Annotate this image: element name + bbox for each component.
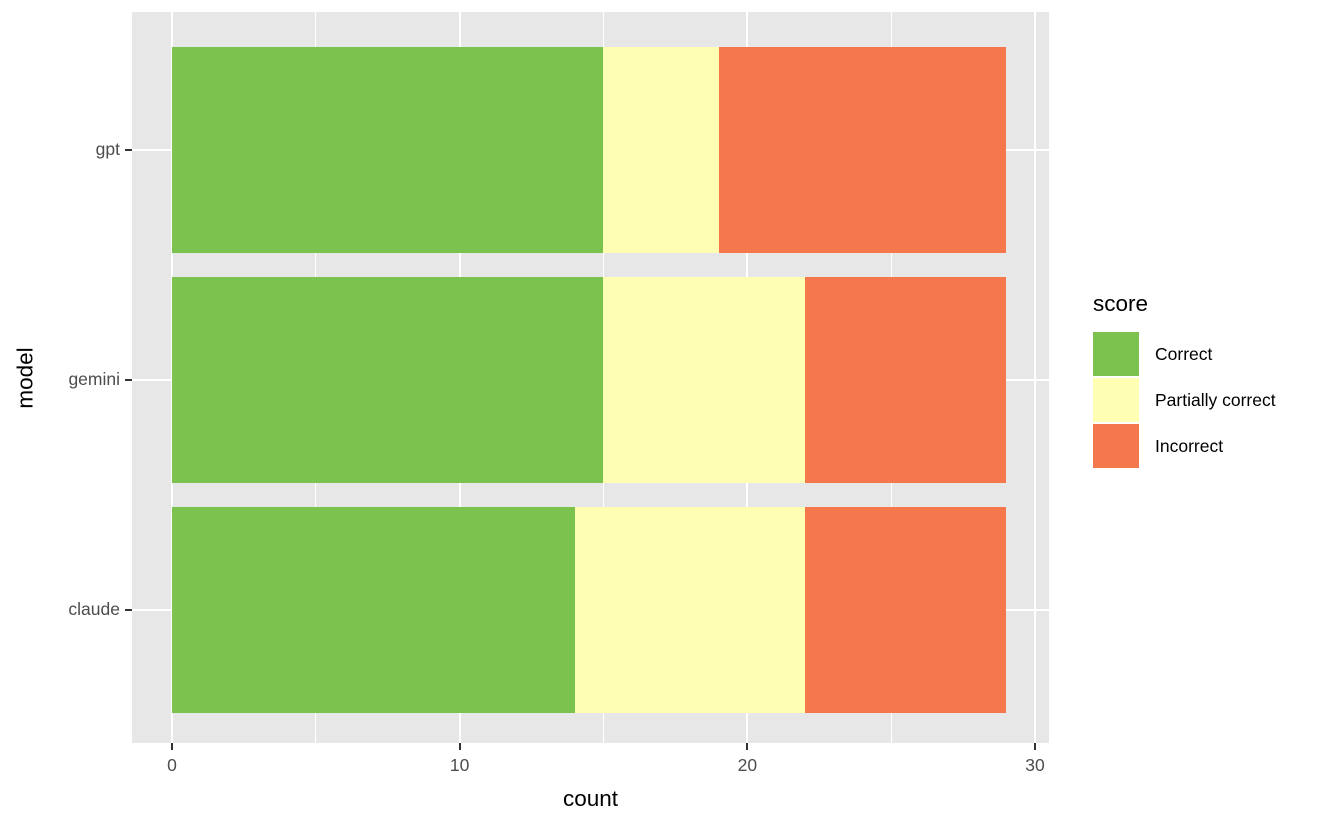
- x-axis-title: count: [562, 786, 619, 811]
- bar-segment-claude-partially-correct: [574, 507, 805, 713]
- legend: score Correct Partially correct Incorrect: [1093, 291, 1338, 470]
- bar-segment-gpt-partially-correct: [603, 47, 719, 253]
- legend-entry: Partially correct: [1093, 378, 1338, 422]
- bar-segment-gpt-correct: [172, 47, 604, 253]
- legend-entry: Correct: [1093, 332, 1338, 376]
- y-axis-tick-label: claude: [68, 599, 120, 619]
- legend-entries: Correct Partially correct Incorrect: [1093, 332, 1338, 468]
- x-axis-tick-label: 30: [1025, 755, 1045, 775]
- plot-panel: [132, 12, 1049, 743]
- legend-key-swatch: [1093, 332, 1139, 376]
- legend-label: Correct: [1155, 343, 1213, 364]
- x-axis-tick: [1034, 743, 1036, 750]
- legend-label: Partially correct: [1155, 389, 1276, 410]
- x-axis-tick: [171, 743, 173, 750]
- bar-segment-gemini-partially-correct: [603, 277, 805, 483]
- bar-segment-gpt-incorrect: [718, 47, 1007, 253]
- legend-key-swatch: [1093, 378, 1139, 422]
- bar-row-claude: [172, 507, 1007, 713]
- legend-entry: Incorrect: [1093, 424, 1338, 468]
- bar-row-gemini: [172, 277, 1007, 483]
- bar-segment-claude-incorrect: [804, 507, 1007, 713]
- y-axis-tick-label: gemini: [68, 369, 120, 389]
- x-axis-tick-label: 0: [167, 755, 177, 775]
- x-axis-tick-label: 10: [449, 755, 470, 775]
- legend-key-swatch: [1093, 424, 1139, 468]
- y-axis-tick: [125, 149, 132, 151]
- x-axis-tick: [746, 743, 749, 750]
- bar-segment-gemini-correct: [172, 277, 604, 483]
- y-axis-tick: [125, 609, 132, 611]
- bar-row-gpt: [172, 47, 1007, 253]
- x-axis-tick-label: 20: [737, 755, 758, 775]
- bar-segment-claude-correct: [172, 507, 575, 713]
- y-axis-tick: [125, 379, 132, 381]
- bar-segment-gemini-incorrect: [804, 277, 1007, 483]
- gridline-major-vertical: [1034, 12, 1036, 743]
- y-axis-tick-label: gpt: [95, 139, 120, 159]
- x-axis-tick: [458, 743, 461, 750]
- legend-title: score: [1093, 291, 1149, 316]
- legend-label: Incorrect: [1155, 435, 1224, 456]
